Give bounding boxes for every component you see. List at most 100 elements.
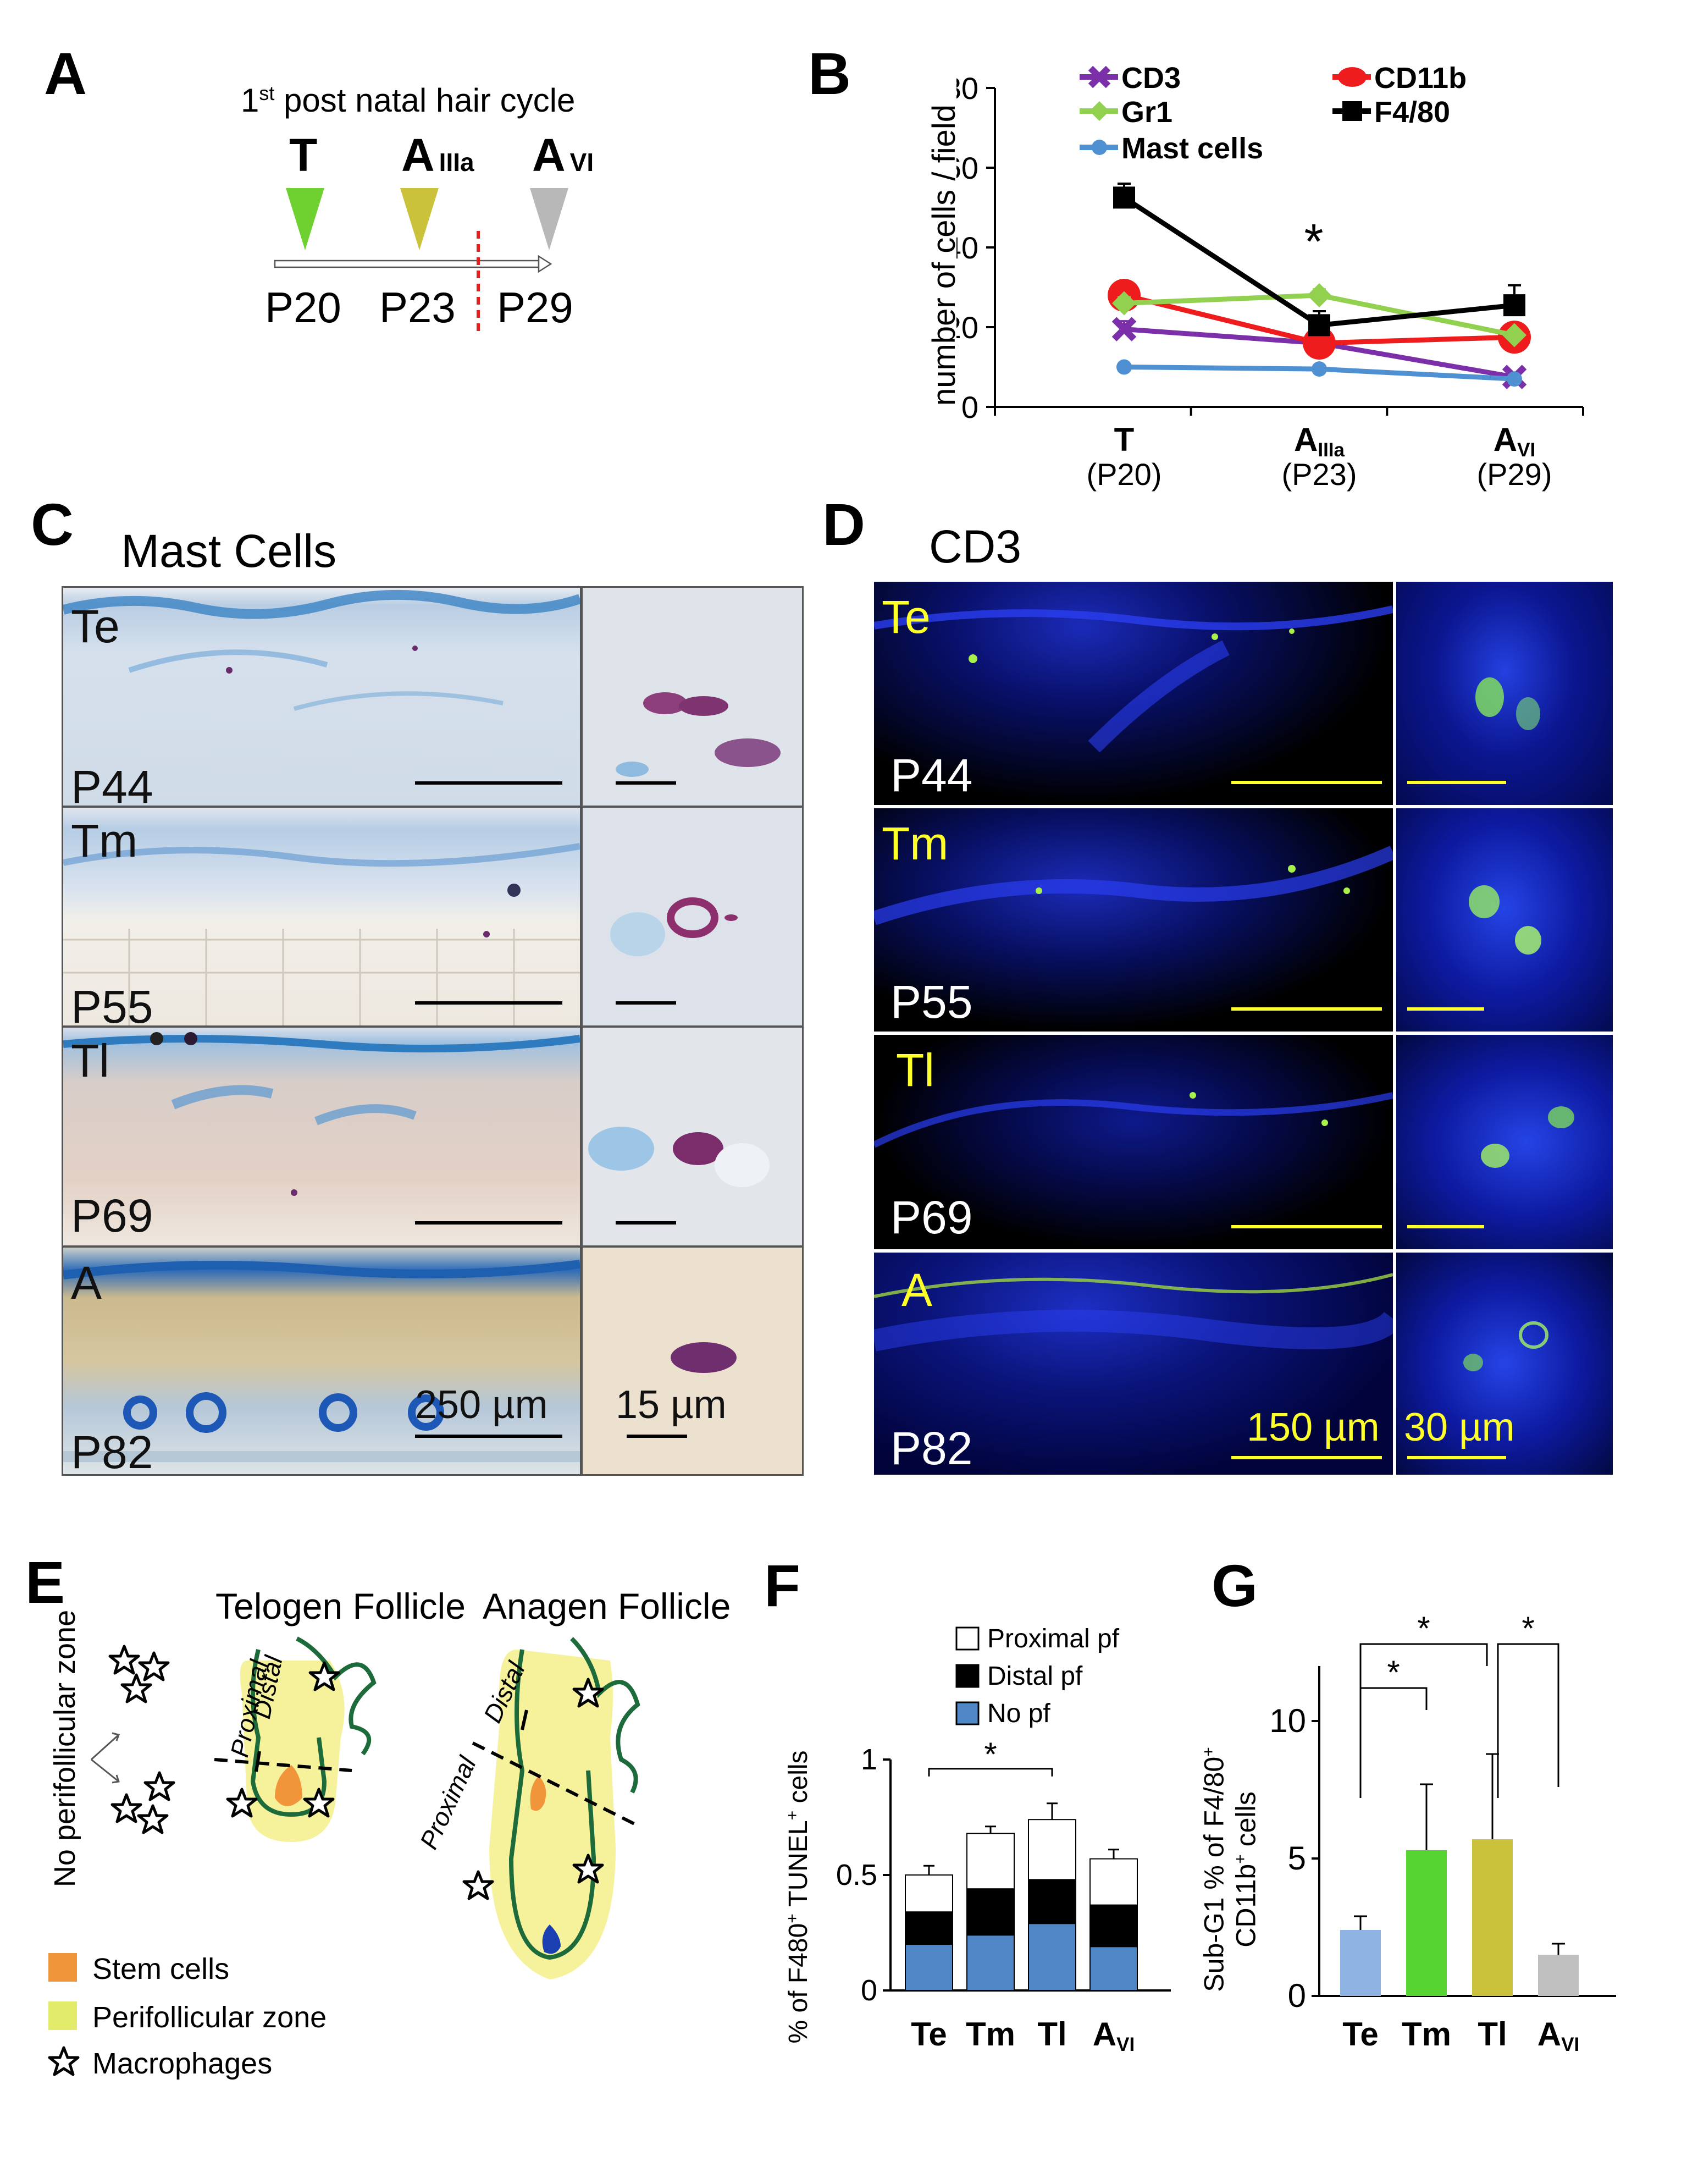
chart-g-x-label: AVI <box>1537 2016 1579 2055</box>
chart-f-y-tick-label: 0 <box>861 1974 877 2007</box>
legend-f4-80-marker <box>1342 101 1362 121</box>
panel-d-grid: Te P44 Tm P55 Tl P69 <box>874 582 1613 1475</box>
mast-a-stage: A <box>71 1257 102 1309</box>
series-gr1-point <box>1502 323 1526 348</box>
mast-tm-zoom-cells <box>610 897 738 956</box>
panel-c-title: Mast Cells <box>121 525 337 577</box>
stage-avi-label: A VI <box>532 129 594 181</box>
mast-tm-zoom-scale-bar <box>616 1001 676 1005</box>
panel-label-d: D <box>822 491 865 558</box>
chart-g-x-label: Tl <box>1478 2016 1507 2053</box>
bar-proximal-pf <box>905 1874 953 1913</box>
bar-te <box>1340 1930 1381 1996</box>
mast-te-zoom <box>583 588 802 806</box>
arrow-icons <box>90 1732 120 1784</box>
legend-perifollicular-swatch <box>48 2001 77 2030</box>
cd3-tm-day: P55 <box>890 976 973 1028</box>
legend-mast-cells-marker <box>1092 140 1107 155</box>
cd3-a-zoom-scale-bar <box>1407 1456 1506 1459</box>
mast-te-day: P44 <box>71 761 153 806</box>
legend-distal-pf-label: Distal pf <box>987 1662 1083 1691</box>
timeline-arrow <box>274 255 552 273</box>
chart-f-x-label: Tl <box>1037 2016 1066 2053</box>
bar-no-pf <box>966 1934 1015 1992</box>
chart-g-y-tick-label: 0 <box>1288 1977 1306 2014</box>
bar-distal-pf <box>1089 1904 1138 1948</box>
chart-g-ylabel: Sub-G1 % of F4/80+ CD11b+ cells <box>1198 1747 1262 1992</box>
legend-cd3-label: CD3 <box>1121 62 1181 95</box>
legend-macrophage-label: Macrophages <box>92 2047 273 2080</box>
chart-f-x-label: Te <box>911 2016 947 2053</box>
cd3-te-zoom-cells <box>1475 677 1540 730</box>
cd3-tm-zoom-cells <box>1469 885 1541 955</box>
cd3-te-scale-bar <box>1231 781 1382 784</box>
series-f4-80-point <box>1503 294 1525 317</box>
panel-label-e: E <box>25 1549 65 1615</box>
mast-tm-zoom <box>583 808 802 1025</box>
legend-cd3-marker <box>1088 65 1111 89</box>
chart-b-significance-star: * <box>1304 214 1323 269</box>
day-p29: P29 <box>497 283 573 332</box>
cd3-a-stage: A <box>901 1264 933 1316</box>
cd3-a-zoom: 30 µm <box>1396 1253 1613 1475</box>
chart-f-x-label: AVI <box>1093 2016 1135 2055</box>
cd3-tl-day: P69 <box>890 1192 973 1243</box>
mast-scale-large-label: 250 µm <box>415 1383 548 1427</box>
bar-distal-pf <box>1028 1879 1076 1924</box>
chart-f-x-label: Tm <box>966 2016 1015 2053</box>
cd3-te-zoom <box>1396 582 1613 805</box>
series-mast-cells-point <box>1507 371 1522 387</box>
telogen-follicle <box>214 1636 377 1842</box>
cd3-tl-texture <box>874 1092 1393 1148</box>
series-cd3-x-stroke <box>1111 317 1137 341</box>
anagen-follicle <box>464 1637 640 1979</box>
legend-gr1-label: Gr1 <box>1121 96 1172 129</box>
legend-proximal-pf-swatch <box>955 1626 980 1651</box>
mast-tl-zoom-cells <box>588 1127 770 1187</box>
cd3-a-large: A P82 150 µm <box>874 1253 1393 1475</box>
mast-te-zoom-cells <box>616 692 781 777</box>
mast-tl-texture <box>63 1032 580 1196</box>
chart-g-significance-star: * <box>1387 1654 1400 1691</box>
legend-no-pf-swatch <box>955 1701 980 1725</box>
legend-cd11b-marker <box>1338 67 1367 87</box>
cd3-tl-scale-bar <box>1231 1225 1382 1228</box>
chart-f-y-tick-label: 1 <box>861 1743 877 1776</box>
mast-tl-zoom-scale-bar <box>616 1221 676 1225</box>
cd3-a-scale-bar <box>1231 1456 1382 1459</box>
cd3-tl-zoom-scale-bar <box>1407 1225 1484 1228</box>
legend-mast-cells-label: Mast cells <box>1121 132 1263 165</box>
chart-b-x-label: AIIIa <box>1294 421 1345 461</box>
cd3-te-large: Te P44 <box>874 582 1393 805</box>
bar-no-pf <box>905 1944 953 1991</box>
mast-tl-large: Tl P69 <box>63 1028 580 1245</box>
bar-proximal-pf <box>966 1833 1015 1890</box>
chart-f-y-tick-label: 0.5 <box>836 1858 877 1891</box>
day-p23: P23 <box>379 283 456 332</box>
series-mast-cells-point <box>1312 361 1327 377</box>
legend-proximal-pf-label: Proximal pf <box>987 1624 1120 1653</box>
stage-t-label: T <box>289 129 318 181</box>
chart-b-y-tick-label: 20 <box>956 310 978 345</box>
cd3-tm-zoom <box>1396 808 1613 1032</box>
mast-te-large: Te P44 <box>63 588 580 806</box>
chart-g: 0 5 10 Te Tm Tl AVI * * * <box>1269 1610 1616 2055</box>
cd3-tl-zoom-cells <box>1481 1106 1574 1168</box>
legend-stem-cells-label: Stem cells <box>92 1953 230 1986</box>
mast-a-day: P82 <box>71 1426 153 1474</box>
mast-tl-stage: Tl <box>71 1035 109 1087</box>
bar-proximal-pf <box>1028 1819 1076 1880</box>
chart-b-x-day: (P29) <box>1477 457 1552 492</box>
mast-tm-large: Tm P55 <box>63 808 580 1025</box>
day-p20: P20 <box>265 283 341 332</box>
cd3-tm-large: Tm P55 <box>874 808 1393 1032</box>
cd3-a-zoom-cells <box>1463 1321 1548 1371</box>
chart-b-y-tick-label: 40 <box>956 230 978 265</box>
legend-gr1-marker <box>1089 101 1109 121</box>
cd3-tm-texture <box>874 846 1393 925</box>
chart-g-y-tick-label: 5 <box>1288 1840 1306 1877</box>
legend-cd11b-label: CD11b <box>1374 62 1467 95</box>
chart-f-significance-star: * <box>984 1736 997 1773</box>
legend-stem-cells-swatch <box>48 1953 77 1982</box>
chart-g-y-tick-label: 10 <box>1269 1702 1306 1739</box>
